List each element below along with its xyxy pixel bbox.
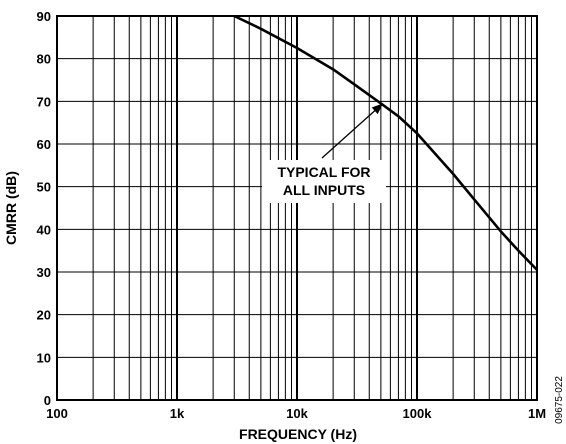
y-tick-label: 40 [37,222,51,237]
y-tick-label: 20 [37,308,51,323]
x-axis-title: FREQUENCY (Hz) [239,426,357,442]
x-tick-label: 100k [403,406,433,421]
annotation-arrow-line [321,106,380,159]
y-tick-label: 10 [37,350,51,365]
y-tick-label: 50 [37,180,51,195]
y-tick-label: 70 [37,94,51,109]
y-tick-label: 60 [37,137,51,152]
cmrr-series-line [233,14,538,271]
figure-id-label: 09675-022 [554,376,565,424]
x-tick-label: 100 [46,406,68,421]
y-tick-label: 0 [44,393,51,408]
grid-lines [56,15,538,401]
annotation-box [262,160,386,203]
x-tick-label: 10k [286,406,308,421]
x-tick-label: 1M [528,406,546,421]
annotation-text: TYPICAL FOR [277,164,370,180]
x-tick-label: 1k [170,406,185,421]
annotation-arrowhead [371,103,383,115]
annotation-text: ALL INPUTS [283,182,365,198]
y-tick-label: 80 [37,52,51,67]
plot-frame [56,15,538,401]
y-tick-label: 90 [37,9,51,24]
y-axis-title: CMRR (dB) [3,171,19,245]
y-tick-label: 30 [37,265,51,280]
